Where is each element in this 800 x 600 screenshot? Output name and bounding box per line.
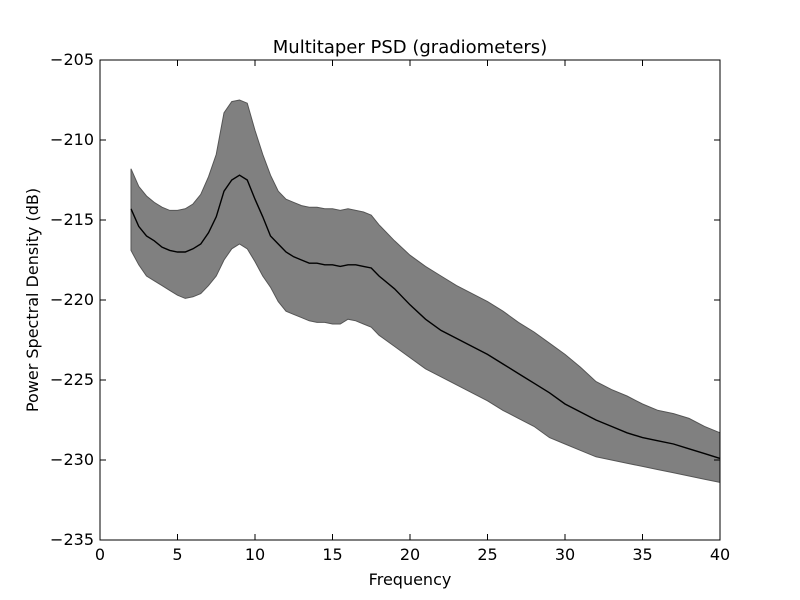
- mean-psd-line: [130, 174, 721, 460]
- x-axis-label: Frequency: [369, 570, 452, 589]
- x-tick-label: 10: [245, 545, 265, 564]
- x-axis: 0 5 10 15 20 25 30 35 40: [95, 60, 730, 564]
- x-tick-label: 5: [172, 545, 182, 564]
- y-axis: −205 −210 −215 −220 −225 −230 −235: [50, 50, 720, 549]
- x-tick-label: 15: [322, 545, 342, 564]
- y-tick-label: −210: [50, 130, 94, 149]
- y-tick-label: −215: [50, 210, 94, 229]
- x-tick-label: 35: [632, 545, 652, 564]
- std-band: [130, 99, 721, 484]
- chart-title: Multitaper PSD (gradiometers): [273, 37, 547, 58]
- y-tick-label: −205: [50, 50, 94, 69]
- y-tick-label: −220: [50, 290, 94, 309]
- x-tick-label: 0: [95, 545, 105, 564]
- y-tick-label: −235: [50, 530, 94, 549]
- plot-area: [130, 99, 721, 484]
- x-tick-label: 20: [400, 545, 420, 564]
- y-tick-label: −225: [50, 370, 94, 389]
- x-tick-label: 25: [477, 545, 497, 564]
- x-tick-label: 30: [555, 545, 575, 564]
- y-axis-label: Power Spectral Density (dB): [23, 188, 42, 412]
- y-tick-label: −230: [50, 450, 94, 469]
- x-tick-label: 40: [710, 545, 730, 564]
